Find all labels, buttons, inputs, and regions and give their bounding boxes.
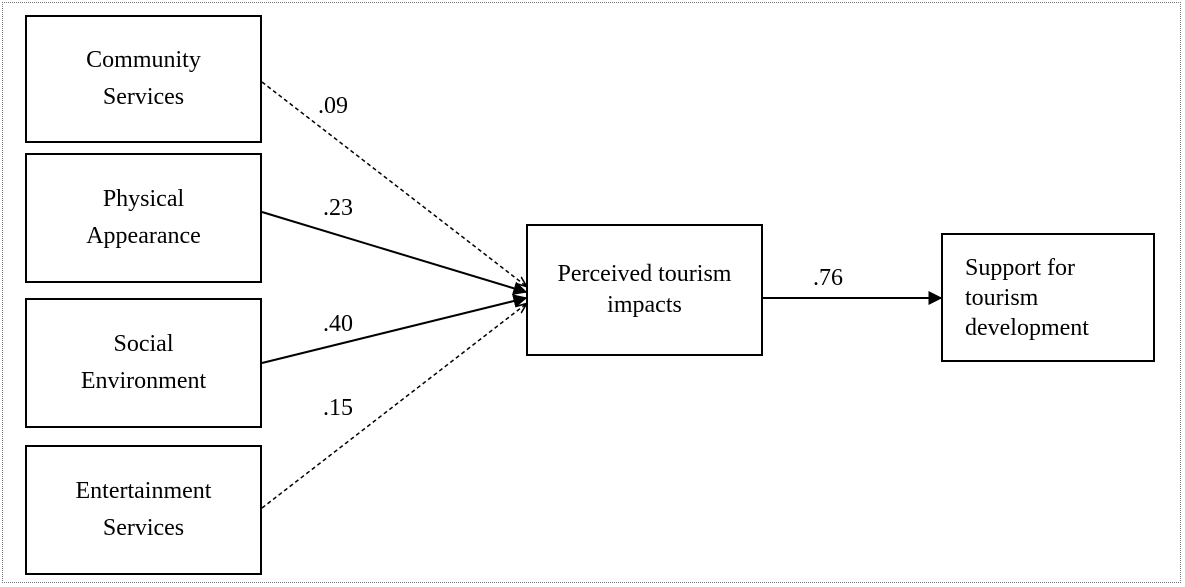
node-label-line: Environment: [80, 368, 207, 394]
node-label-line: Community: [86, 46, 201, 73]
node-social-environment: Social Environment: [25, 298, 262, 428]
node-community-services: Community Services: [25, 15, 262, 143]
coefficient-social-environment: .40: [323, 311, 353, 337]
node-label-line: Services: [102, 515, 185, 541]
node-support-for-tourism-development: Support for tourism development: [941, 233, 1155, 362]
node-label-line: impacts: [607, 292, 682, 318]
node-label-line: Physical: [102, 185, 185, 212]
node-entertainment-services: Entertainment Services: [25, 445, 262, 575]
coefficient-community-services: .09: [318, 93, 348, 119]
node-physical-appearance: Physical Appearance: [25, 153, 262, 283]
node-label-line: Social: [113, 330, 174, 357]
node-label-line: Appearance: [86, 223, 201, 249]
coefficient-physical-appearance: .23: [323, 195, 353, 221]
node-label-line: development: [965, 314, 1089, 341]
node-perceived-tourism-impacts: Perceived tourism impacts: [526, 224, 763, 356]
node-label-line: tourism: [965, 284, 1039, 311]
node-label-line: Services: [102, 84, 185, 110]
arrow-social-to-impacts: [261, 294, 528, 364]
coefficient-perceived-impacts-to-support: .76: [813, 265, 843, 291]
coefficient-entertainment-services: .15: [323, 395, 353, 421]
arrow-community-to-impacts: [261, 81, 526, 286]
node-label-line: Perceived tourism: [557, 260, 732, 287]
arrow-entertainment-to-impacts: [261, 304, 526, 509]
node-label-line: Entertainment: [75, 477, 212, 504]
node-label-line: Support for: [965, 254, 1075, 281]
arrow-physical-to-impacts: [261, 211, 528, 296]
